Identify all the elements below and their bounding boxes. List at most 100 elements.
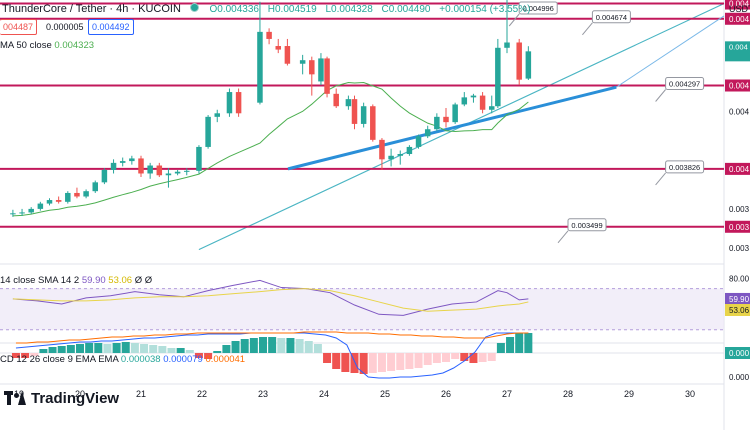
time-axis-tick: 27 bbox=[502, 389, 512, 399]
macd-histogram-bar bbox=[21, 353, 30, 358]
time-axis-tick: 25 bbox=[380, 389, 390, 399]
macd-histogram-bar bbox=[313, 344, 322, 353]
candle-body bbox=[129, 158, 135, 162]
ma-legend: MA 50 close 0.004323 bbox=[0, 40, 94, 51]
macd-histogram-bar bbox=[304, 341, 313, 353]
candle-body bbox=[110, 162, 117, 170]
candle-body bbox=[235, 92, 242, 114]
macd-histogram-bar bbox=[176, 348, 185, 353]
macd-legend-v3: 0.000041 bbox=[205, 354, 246, 365]
candle-body bbox=[379, 139, 385, 160]
macd-histogram-bar bbox=[76, 344, 84, 353]
candle-body bbox=[101, 169, 108, 183]
macd-axis-marker bbox=[725, 347, 750, 359]
candle-body bbox=[415, 136, 422, 147]
candle-body bbox=[299, 60, 306, 64]
macd-histogram-bar bbox=[185, 350, 194, 353]
ma-legend-label: MA 50 close bbox=[0, 40, 52, 51]
candle-body bbox=[156, 165, 163, 176]
ma50-path bbox=[12, 81, 529, 217]
callout-box bbox=[665, 160, 705, 174]
rsi-axis-label: 59.90 bbox=[729, 295, 750, 304]
rsi-ma-axis-marker bbox=[725, 303, 750, 316]
macd-signal-line bbox=[15, 331, 529, 344]
tradingview-logo[interactable]: TradingView bbox=[4, 388, 119, 408]
candle-body bbox=[65, 192, 71, 202]
candle-body bbox=[184, 170, 190, 172]
macd-histogram-bar bbox=[48, 347, 57, 353]
macd-histogram-bar bbox=[231, 341, 240, 353]
price-axis-marker bbox=[725, 79, 750, 92]
macd-axis-label: 0.000 bbox=[729, 349, 750, 358]
callout-leader bbox=[582, 22, 593, 36]
candle-body bbox=[37, 203, 44, 209]
symbol-title[interactable]: ThunderCore / Tether · 4h · KUCOIN bbox=[2, 3, 181, 15]
candle-body bbox=[226, 92, 233, 114]
candle-body bbox=[351, 99, 358, 124]
callout-leader bbox=[655, 172, 666, 186]
macd-histogram-bar bbox=[469, 353, 478, 363]
ma-legend-value: 0.004323 bbox=[54, 40, 95, 51]
macd-histogram-bar bbox=[30, 353, 39, 356]
macd-histogram-bar bbox=[368, 353, 377, 373]
candle-body bbox=[424, 129, 431, 137]
callout-leader bbox=[557, 230, 569, 244]
trendline-extension bbox=[616, 15, 725, 88]
candle-body bbox=[324, 58, 330, 94]
macd-histogram-bar bbox=[332, 353, 341, 369]
macd-legend-v2: 0.000079 bbox=[163, 354, 203, 365]
macd-histogram-bar bbox=[39, 349, 48, 353]
price-axis-label: 0.003 bbox=[729, 244, 750, 253]
macd-histogram-bar bbox=[167, 348, 176, 353]
current-price-label: 0.004 bbox=[729, 42, 748, 51]
macd-histogram-bar bbox=[496, 343, 505, 353]
rsi-legend-v2: 53.06 bbox=[108, 275, 133, 286]
candle-body bbox=[360, 106, 367, 124]
candle-body bbox=[345, 99, 352, 107]
candle-body bbox=[174, 171, 181, 174]
macd-histogram-bar bbox=[259, 337, 267, 353]
candle-body bbox=[504, 42, 510, 48]
time-axis-tick: 30 bbox=[685, 389, 695, 399]
rsi-legend-v1: 59.90 bbox=[81, 275, 106, 286]
macd-histogram-bar bbox=[487, 353, 496, 361]
ohlc-open: O0.004336 bbox=[209, 4, 259, 15]
callout-leader bbox=[508, 13, 520, 27]
candle-body bbox=[147, 165, 153, 174]
macd-legend: CD 12 26 close 9 EMA EMA 0.000038 0.0000… bbox=[0, 354, 245, 365]
time-axis-tick: 20 bbox=[75, 389, 85, 399]
macd-histogram-bar bbox=[341, 353, 350, 372]
candle-body bbox=[266, 31, 272, 39]
candles bbox=[10, 0, 532, 217]
current-price-marker bbox=[725, 41, 750, 62]
macd-histogram-bar bbox=[85, 343, 94, 353]
ohlc-close: C0.004490 bbox=[381, 4, 431, 15]
rsi-band bbox=[0, 288, 724, 330]
rsi-legend: 14 close SMA 14 2 59.90 53.06 Ø Ø bbox=[0, 275, 152, 286]
callout-label: 0.003499 bbox=[571, 221, 602, 230]
sell-price-button[interactable]: 004487 bbox=[0, 19, 38, 35]
callout-label: 0.004674 bbox=[596, 13, 627, 22]
candle-body bbox=[434, 116, 440, 130]
macd-histogram-bar bbox=[11, 353, 20, 358]
trendline-support bbox=[287, 15, 725, 171]
live-dot-icon bbox=[189, 3, 199, 12]
candle-body bbox=[489, 106, 495, 110]
rsi-ma-line bbox=[12, 288, 529, 312]
macd-histogram-bar bbox=[295, 339, 304, 353]
candle-body bbox=[214, 113, 220, 117]
macd-histogram-bar bbox=[432, 353, 441, 363]
buy-price-button[interactable]: 0.004492 bbox=[88, 19, 134, 35]
candle-body bbox=[46, 200, 53, 204]
macd-histogram-bar bbox=[359, 353, 368, 374]
callout-box bbox=[567, 218, 607, 232]
symbol-header: ThunderCore / Tether · 4h · KUCOIN O0.00… bbox=[2, 3, 536, 19]
candle-body bbox=[275, 46, 281, 50]
macd-histogram-bar bbox=[460, 353, 469, 361]
tradingview-logo-text: TradingView bbox=[31, 389, 120, 407]
rsi-axis-label: 53.06 bbox=[729, 306, 750, 315]
ohlc-low: L0.004328 bbox=[325, 4, 373, 15]
candle-body bbox=[461, 97, 468, 105]
candle-body bbox=[83, 191, 89, 197]
